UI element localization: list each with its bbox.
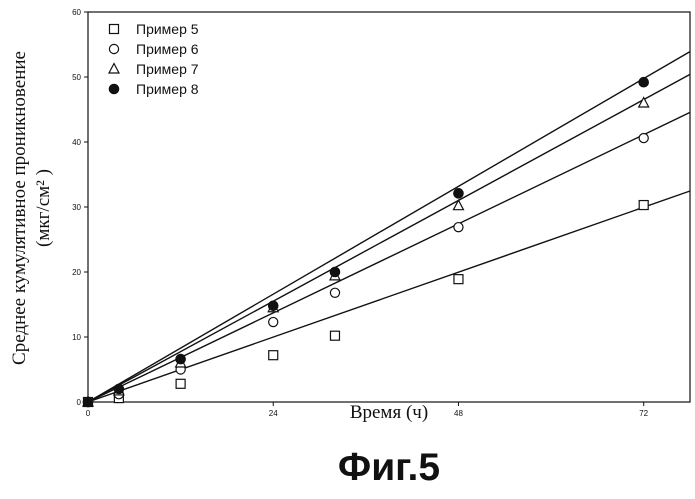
legend-label: Пример 6	[136, 41, 199, 57]
legend-marker	[110, 25, 119, 34]
x-tick-label: 24	[269, 409, 278, 418]
data-point	[176, 354, 186, 364]
trend-line	[88, 52, 690, 402]
trend-line	[88, 74, 690, 402]
y-tick-label: 30	[72, 203, 81, 212]
figure-caption: Фиг.5	[338, 446, 440, 489]
y-tick-label: 20	[72, 268, 81, 277]
data-point	[269, 351, 278, 360]
data-point	[639, 201, 648, 210]
data-point	[454, 275, 463, 284]
trend-lines	[88, 52, 690, 402]
y-tick-label: 50	[72, 73, 81, 82]
y-tick-label: 10	[72, 333, 81, 342]
data-point	[269, 317, 278, 326]
y-tick-label: 40	[72, 138, 81, 147]
legend-marker	[109, 64, 119, 74]
data-point	[330, 267, 340, 277]
data-point	[639, 77, 649, 87]
y-tick-label: 60	[72, 8, 81, 17]
legend-marker	[109, 84, 119, 94]
y-axis-ticks: 0 10 20 30 40 50 60	[72, 8, 88, 407]
data-point	[454, 223, 463, 232]
x-tick-label: 0	[86, 409, 91, 418]
legend-marker	[109, 44, 118, 53]
data-point	[454, 189, 464, 199]
legend: Пример 5 Пример 6 Пример 7 Пример 8	[109, 21, 199, 97]
legend-label: Пример 7	[136, 61, 199, 77]
y-tick-label: 0	[77, 398, 82, 407]
y-axis-title: Среднее кумулятивное проникновение	[9, 51, 30, 365]
legend-label: Пример 5	[136, 21, 199, 37]
data-point	[176, 379, 185, 388]
data-point	[330, 288, 339, 297]
y-axis-unit: (мкг/см² )	[33, 169, 54, 247]
data-markers	[83, 77, 649, 406]
data-point	[114, 384, 124, 394]
x-tick-label: 48	[454, 409, 463, 418]
x-axis-title: Время (ч)	[350, 402, 428, 423]
legend-label: Пример 8	[136, 81, 199, 97]
data-point	[639, 134, 648, 143]
data-point	[268, 301, 278, 311]
data-point	[83, 397, 93, 407]
x-tick-label: 72	[639, 409, 648, 418]
data-point	[330, 331, 339, 340]
